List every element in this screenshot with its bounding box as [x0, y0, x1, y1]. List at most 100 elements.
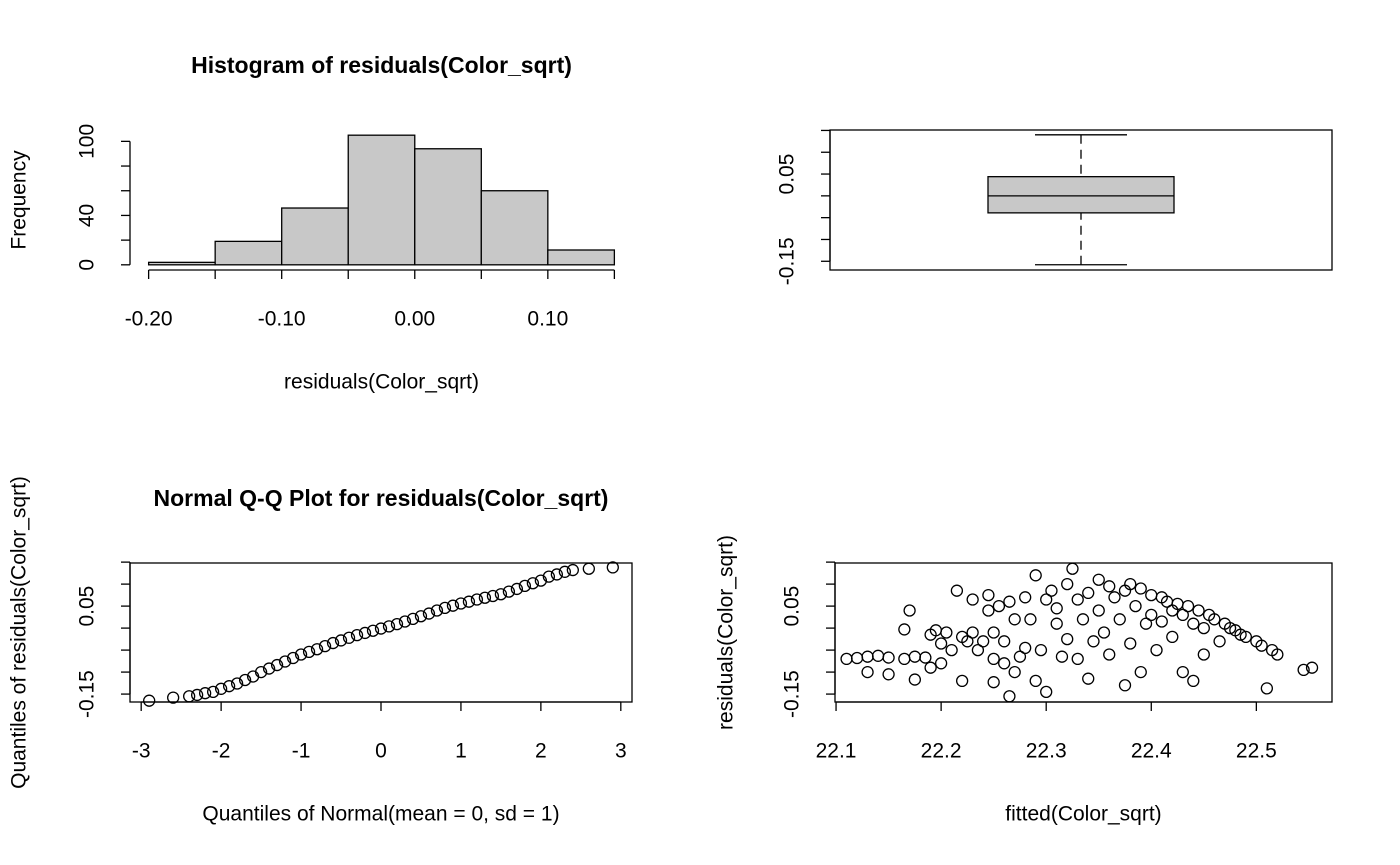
point — [1192, 604, 1205, 617]
point — [1187, 674, 1200, 688]
point — [1019, 591, 1032, 604]
point — [1050, 617, 1063, 630]
point — [840, 652, 853, 666]
point — [254, 665, 268, 679]
bar — [547, 249, 616, 266]
point — [861, 650, 874, 663]
point — [898, 652, 911, 666]
point — [582, 562, 595, 575]
point — [1208, 613, 1221, 626]
point — [982, 588, 995, 602]
x-tick-label: -0.10 — [258, 308, 306, 331]
point — [167, 691, 180, 704]
point — [550, 568, 564, 581]
point — [1097, 626, 1111, 639]
point — [214, 682, 228, 695]
y-axis-label: Quantiles of residuals(Color_sqrt) — [8, 476, 31, 789]
point — [270, 658, 284, 672]
point — [398, 615, 412, 628]
x-axis-label: residuals(Color_sqrt) — [284, 371, 479, 394]
y-tick-label: 0.05 — [76, 586, 99, 627]
point — [438, 601, 452, 615]
point — [1297, 663, 1310, 677]
point — [955, 674, 969, 688]
point — [1234, 628, 1247, 641]
point — [286, 651, 300, 665]
point — [987, 626, 1000, 639]
point — [414, 610, 428, 623]
x-axis-label: Quantiles of Normal(mean = 0, sd = 1) — [202, 803, 559, 826]
point — [1082, 586, 1095, 600]
point — [1092, 573, 1105, 586]
point — [326, 636, 340, 650]
x-tick-label: 3 — [615, 740, 627, 763]
point — [382, 620, 396, 633]
point — [1008, 665, 1021, 679]
point — [374, 622, 388, 635]
point — [238, 673, 252, 687]
point — [1155, 615, 1168, 628]
point — [1271, 648, 1284, 661]
point — [1124, 637, 1137, 650]
bar — [214, 240, 283, 266]
point — [950, 584, 964, 597]
point — [494, 588, 508, 601]
x-tick-label: 2 — [535, 740, 547, 763]
point — [924, 661, 937, 674]
point — [1181, 599, 1195, 613]
point — [903, 604, 916, 617]
point — [1008, 613, 1021, 626]
point — [850, 651, 864, 665]
point — [1092, 604, 1105, 617]
bar — [147, 261, 216, 266]
point — [534, 574, 548, 587]
point — [1150, 643, 1163, 657]
point — [961, 635, 974, 648]
y-axis-label: Frequency — [8, 150, 31, 250]
point — [1118, 679, 1132, 692]
point — [977, 635, 990, 648]
chart-title: Histogram of residuals(Color_sqrt) — [191, 52, 572, 78]
point — [1103, 648, 1116, 661]
point — [358, 626, 372, 640]
x-tick-label: 22.5 — [1236, 740, 1277, 763]
point — [294, 648, 308, 661]
y-tick-label: -0.15 — [781, 670, 804, 718]
point — [566, 563, 579, 577]
point — [302, 645, 316, 659]
x-tick-label: 1 — [455, 740, 467, 763]
point — [462, 595, 476, 608]
point — [446, 599, 460, 612]
point — [366, 624, 380, 637]
point — [966, 626, 979, 639]
y-tick-label: 0.05 — [781, 586, 804, 627]
point — [510, 582, 524, 596]
point — [1134, 665, 1147, 679]
point — [908, 650, 922, 663]
y-tick-label: 100 — [76, 124, 99, 159]
y-tick-label: 0.05 — [776, 154, 799, 195]
point — [1187, 617, 1200, 630]
point — [1003, 595, 1016, 608]
point — [518, 579, 532, 593]
point — [422, 607, 436, 620]
x-tick-label: -2 — [212, 740, 231, 763]
point — [1176, 665, 1189, 679]
point — [1239, 630, 1252, 644]
point — [945, 643, 958, 657]
point — [278, 655, 292, 668]
point — [526, 577, 540, 590]
point — [190, 688, 204, 702]
point — [987, 676, 1000, 689]
point — [1134, 582, 1147, 595]
x-tick-label: 22.4 — [1131, 740, 1172, 763]
x-tick-label: -1 — [292, 740, 311, 763]
y-tick-label: -0.15 — [776, 237, 799, 285]
point — [882, 651, 895, 664]
point — [1213, 635, 1226, 648]
point — [542, 570, 556, 583]
point — [1255, 639, 1268, 652]
y-tick-label: 40 — [76, 204, 99, 227]
point — [1082, 672, 1095, 685]
